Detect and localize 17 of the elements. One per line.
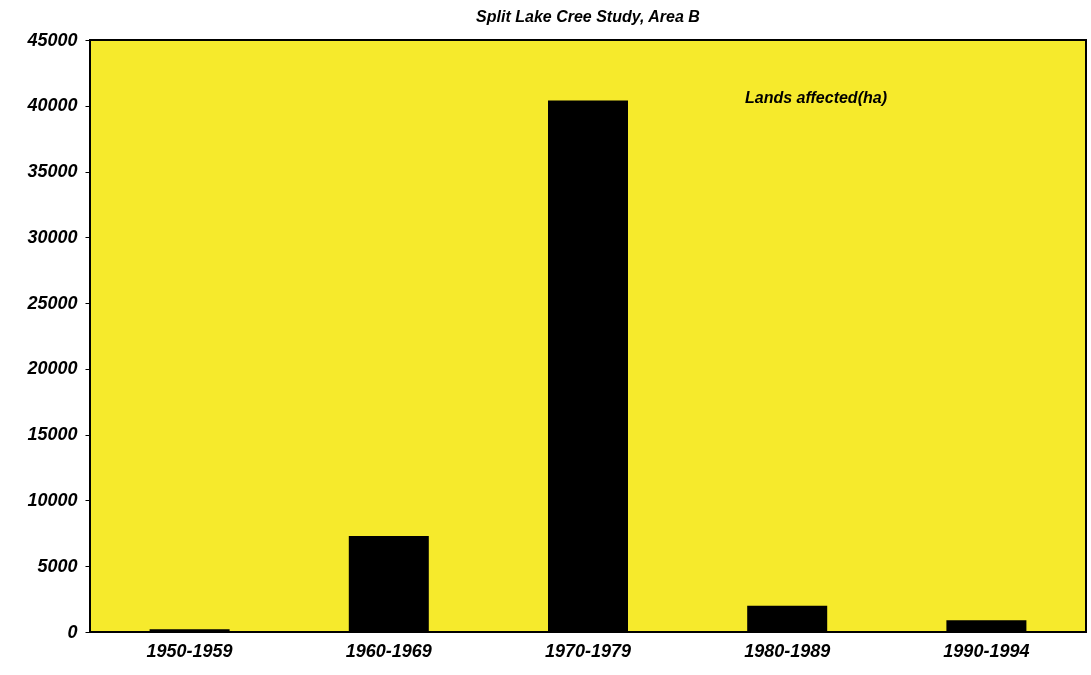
y-tick-label: 15000: [27, 424, 78, 445]
y-tick-label: 45000: [26, 29, 78, 50]
y-tick-label: 30000: [27, 226, 78, 247]
x-tick-label: 1950-1959: [146, 640, 233, 661]
y-tick-label: 35000: [27, 161, 78, 182]
y-tick-label: 10000: [27, 489, 78, 510]
y-tick-label: 20000: [26, 358, 78, 379]
x-tick-label: 1970-1979: [544, 640, 632, 661]
y-tick-label: 0: [67, 621, 78, 642]
y-tick-label: 25000: [26, 292, 78, 313]
chart-title: Split Lake Cree Study, Area B: [476, 8, 700, 25]
x-tick-label: 1960-1969: [345, 640, 432, 661]
annotation: Lands affected(ha): [745, 89, 887, 106]
x-tick-label: 1980-1989: [744, 640, 831, 661]
y-tick-label: 40000: [26, 95, 78, 116]
x-tick-label: 1990-1994: [943, 640, 1030, 661]
y-tick-label: 5000: [37, 555, 78, 576]
